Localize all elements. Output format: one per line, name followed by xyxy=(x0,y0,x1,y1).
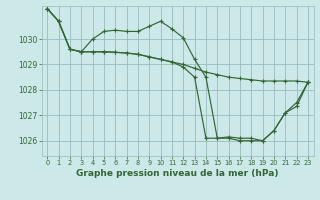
X-axis label: Graphe pression niveau de la mer (hPa): Graphe pression niveau de la mer (hPa) xyxy=(76,169,279,178)
